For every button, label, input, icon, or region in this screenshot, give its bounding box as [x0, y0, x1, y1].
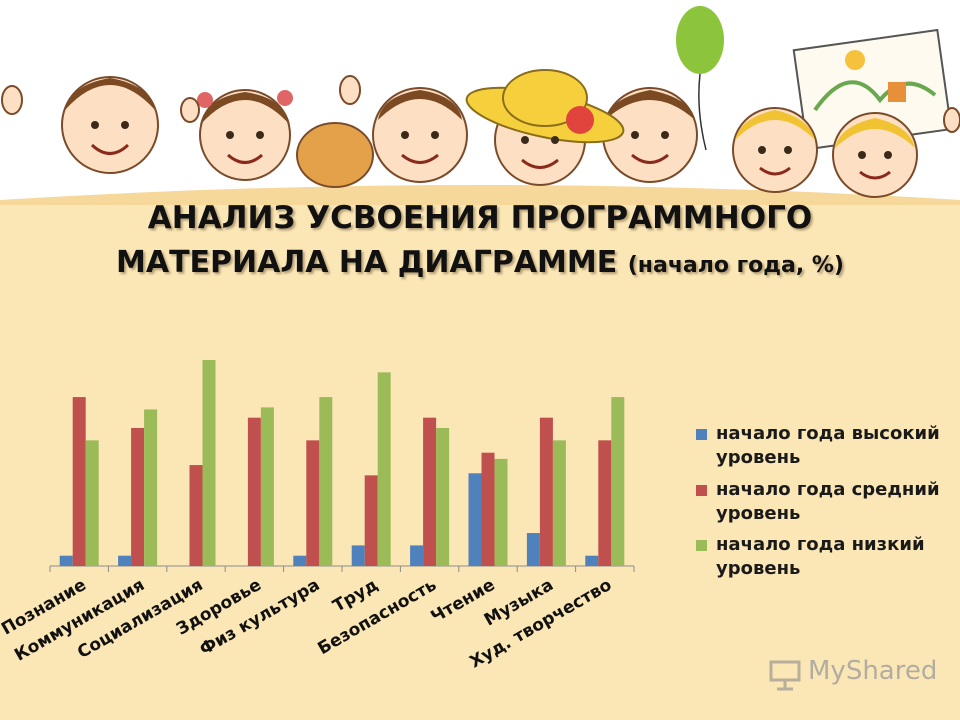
bar-medium: [598, 440, 612, 566]
legend-item: начало года высокий уровень: [690, 422, 960, 471]
bar-low: [319, 397, 333, 566]
title-line-1: АНАЛИЗ УСВОЕНИЯ ПРОГРАММНОГО: [147, 200, 813, 236]
bar-high: [585, 555, 599, 566]
bar-low: [144, 409, 158, 566]
bar-medium: [72, 397, 86, 566]
bar-medium: [189, 465, 203, 566]
bar-low: [611, 397, 625, 566]
bar-low: [494, 458, 508, 566]
bar-low: [377, 372, 391, 566]
bar-low: [85, 440, 99, 566]
bar-high: [59, 555, 73, 566]
bar-high: [293, 555, 307, 566]
legend-label: начало года низкий уровень: [716, 534, 925, 580]
bar-chart: ПознаниеКоммуникацияСоциализацияЗдоровье…: [0, 360, 635, 672]
bar-low: [202, 360, 216, 566]
bar-medium: [131, 427, 145, 566]
legend-item: начало года средний уровень: [690, 478, 960, 527]
bar-high: [526, 533, 540, 566]
children-banner-illustration: [0, 0, 960, 205]
bar-high: [468, 473, 482, 566]
plot-area: [49, 360, 635, 572]
presentation-icon: [769, 660, 801, 691]
bar-medium: [247, 417, 261, 566]
bar-low: [552, 440, 566, 566]
bar-high: [351, 545, 365, 566]
bar-medium: [306, 440, 320, 566]
legend-label: начало года высокий уровень: [716, 423, 940, 469]
title-subtitle: (начало года, %): [627, 252, 844, 278]
legend-swatch: [696, 484, 707, 496]
watermark: MyShared: [768, 656, 958, 696]
watermark-text: MyShared: [808, 656, 938, 686]
title-line-2-main: МАТЕРИАЛА НА ДИАГРАММЕ: [116, 244, 618, 280]
chart-legend: начало года высокий уровень начало года с…: [690, 422, 960, 589]
bar-low: [260, 407, 274, 566]
bar-medium: [539, 417, 553, 566]
bar-high: [410, 545, 424, 566]
legend-label: начало года средний уровень: [716, 478, 940, 524]
slide-title: АНАЛИЗ УСВОЕНИЯ ПРОГРАММНОГО МАТЕРИАЛА Н…: [20, 196, 940, 284]
bar-medium: [423, 417, 437, 566]
bar-high: [118, 555, 132, 566]
legend-swatch: [696, 540, 707, 552]
bar-medium: [364, 475, 378, 566]
legend-swatch: [696, 429, 707, 440]
bar-low: [436, 427, 450, 566]
legend-item: начало года низкий уровень: [690, 533, 960, 582]
title-line-2: МАТЕРИАЛА НА ДИАГРАММЕ (начало года, %): [20, 241, 940, 285]
x-axis-labels: ПознаниеКоммуникацияСоциализацияЗдоровье…: [0, 575, 615, 672]
bar-medium: [481, 452, 495, 566]
